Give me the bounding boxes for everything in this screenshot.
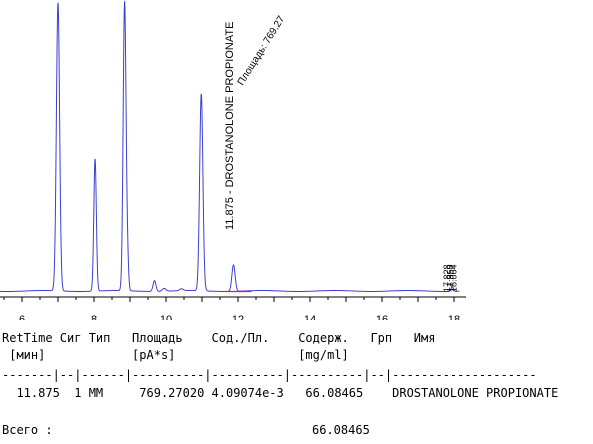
- crowded-rt-label: 17.828: [442, 264, 452, 292]
- x-tick-label: 14: [304, 314, 316, 320]
- report-units-row: [мин] [pA*s] [mg/ml]: [2, 348, 349, 362]
- report-total-value: 66.08465: [312, 423, 370, 437]
- peak-annotation-label: 11.875 - DROSTANOLONE PROPIONATE: [224, 22, 236, 230]
- integration-report: RetTime Сиг Тип Площадь Сод./Пл. Содерж.…: [0, 331, 558, 437]
- x-tick-label: 16: [376, 314, 388, 320]
- x-tick-label: 12: [232, 314, 244, 320]
- crowded-rt-label: 18.064: [449, 264, 459, 292]
- chromatogram-chart: 6 8 10 12 14 16 18 11.875 - DROSTANOLONE PROPI…: [0, 0, 466, 320]
- x-tick-label: 8: [91, 314, 97, 320]
- crowded-rt-label: 17.950: [445, 264, 455, 292]
- peak-area-label: Площадь: 769.27: [236, 14, 288, 88]
- chromatogram-trace: [0, 0, 460, 292]
- x-tick-label: 10: [160, 314, 172, 320]
- x-tick-label: 18: [448, 314, 460, 320]
- x-tick-label: 6: [19, 314, 25, 320]
- report-divider: -------|--|------|----------|----------|…: [2, 368, 537, 382]
- report-total-label: Всего :: [2, 423, 53, 437]
- report-header-row: RetTime Сиг Тип Площадь Сод./Пл. Содерж.…: [2, 331, 436, 345]
- report-peak-row: 11.875 1 MM 769.27020 4.09074e-3 66.0846…: [2, 386, 559, 400]
